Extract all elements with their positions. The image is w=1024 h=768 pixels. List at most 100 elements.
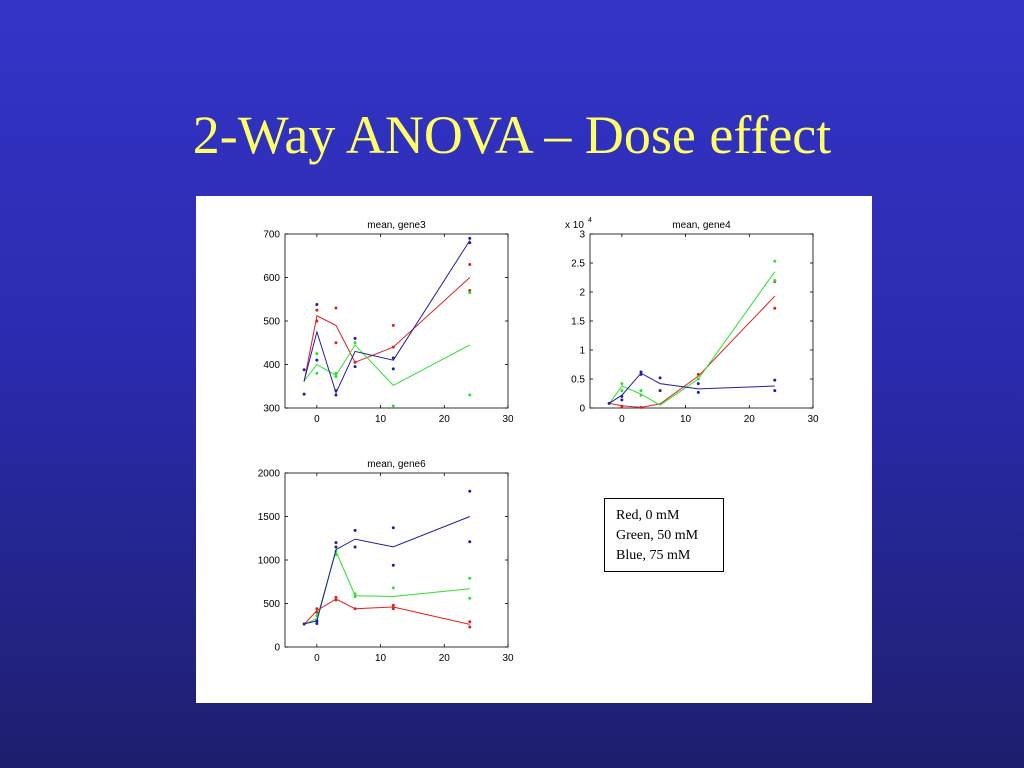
series-line-green — [608, 271, 776, 406]
data-point-green — [334, 371, 338, 375]
data-point-green — [468, 596, 472, 600]
data-point-blue — [353, 365, 357, 369]
y-tick-label: 0 — [579, 404, 585, 415]
data-point-green — [353, 595, 357, 599]
data-point-blue — [315, 302, 319, 306]
series-line-blue — [303, 240, 471, 395]
data-point-red — [334, 595, 338, 599]
data-point-red — [334, 341, 338, 345]
y-tick-label: 2.5 — [571, 259, 585, 270]
data-point-green — [468, 393, 472, 397]
x-tick-label: 0 — [314, 653, 320, 664]
chart-title: mean, gene6 — [367, 459, 426, 470]
data-point-red — [468, 620, 472, 624]
x-tick-label: 0 — [619, 414, 625, 425]
data-point-green — [639, 389, 643, 393]
chart-2: mean, gene4 x 10 4 0 10 20 30 0 0.5 1 1.5 2 2.5 3 — [565, 217, 819, 425]
data-point-blue — [353, 545, 357, 549]
series-line-green — [303, 549, 470, 625]
data-point-red — [773, 306, 777, 310]
series-line-red — [609, 295, 776, 408]
chart-3: mean, gene6 0 10 20 30 0 500 1000 1500 2000 — [258, 459, 514, 664]
legend-box: Red, 0 mM Green, 50 mM Blue, 75 mM — [604, 498, 724, 572]
data-point-green — [639, 393, 643, 397]
data-point-red — [468, 289, 472, 293]
x-tick-label: 10 — [375, 414, 387, 425]
data-point-blue — [696, 382, 700, 386]
data-point-blue — [620, 394, 624, 398]
series-line-red — [303, 598, 470, 625]
data-point-green — [773, 259, 777, 263]
data-point-blue — [315, 358, 319, 362]
data-point-green — [620, 382, 624, 386]
data-point-red — [315, 607, 319, 611]
data-point-blue — [334, 389, 338, 393]
data-point-blue — [607, 401, 611, 405]
legend-entry-red: Red, 0 mM — [616, 508, 680, 523]
axes-frame — [284, 472, 509, 648]
axis-exponent-power: 4 — [588, 217, 592, 224]
data-point-red — [639, 405, 643, 409]
data-point-green — [620, 389, 624, 393]
data-point-red — [391, 345, 395, 349]
y-tick-label: 500 — [263, 599, 280, 610]
data-point-red — [468, 625, 472, 629]
data-point-blue — [468, 540, 472, 544]
data-point-blue — [315, 622, 319, 626]
x-tick-label: 20 — [439, 653, 451, 664]
data-point-blue — [391, 356, 395, 360]
data-point-blue — [639, 372, 643, 376]
data-point-green — [468, 576, 472, 580]
y-tick-label: 2 — [579, 288, 585, 299]
y-tick-label: 500 — [263, 317, 280, 328]
x-tick-label: 10 — [680, 414, 692, 425]
chart-title: mean, gene3 — [367, 220, 426, 231]
data-point-blue — [620, 398, 624, 402]
x-tick-label: 30 — [502, 653, 514, 664]
data-point-blue — [658, 376, 662, 380]
x-tick-label: 20 — [744, 414, 756, 425]
y-tick-label: 300 — [263, 404, 280, 415]
data-point-red — [353, 360, 357, 364]
y-tick-label: 1000 — [258, 556, 281, 567]
y-tick-label: 2000 — [258, 469, 281, 480]
data-point-blue — [315, 619, 319, 623]
data-point-blue — [302, 622, 306, 626]
y-tick-label: 400 — [263, 360, 280, 371]
data-point-blue — [658, 389, 662, 393]
axes-frame — [589, 233, 814, 409]
legend-entry-blue: Blue, 75 mM — [616, 548, 691, 563]
series-line-blue — [303, 516, 470, 625]
data-point-red — [315, 319, 319, 323]
data-point-green — [391, 404, 395, 408]
series-line-green — [303, 344, 471, 387]
data-point-blue — [773, 389, 777, 393]
series-line-red — [303, 277, 471, 382]
y-tick-label: 1500 — [258, 512, 281, 523]
legend-entry-green: Green, 50 mM — [616, 528, 699, 543]
x-tick-label: 30 — [502, 414, 514, 425]
data-point-red — [468, 262, 472, 266]
data-point-blue — [334, 545, 338, 549]
data-point-blue — [391, 526, 395, 530]
x-tick-label: 10 — [375, 653, 387, 664]
y-tick-label: 600 — [263, 273, 280, 284]
data-point-blue — [639, 370, 643, 374]
data-point-blue — [468, 241, 472, 245]
axes-frame — [284, 233, 509, 409]
data-point-green — [468, 291, 472, 295]
data-point-green — [391, 586, 395, 590]
data-point-blue — [334, 393, 338, 397]
data-point-green — [353, 592, 357, 596]
data-point-red — [391, 603, 395, 607]
data-point-red — [315, 610, 319, 614]
data-point-blue — [302, 392, 306, 396]
axis-exponent-label: x 10 — [565, 220, 584, 231]
data-point-green — [696, 377, 700, 381]
data-point-blue — [468, 489, 472, 493]
data-point-green — [773, 278, 777, 282]
data-point-blue — [334, 541, 338, 545]
y-tick-label: 1.5 — [571, 317, 585, 328]
data-point-blue — [353, 528, 357, 532]
